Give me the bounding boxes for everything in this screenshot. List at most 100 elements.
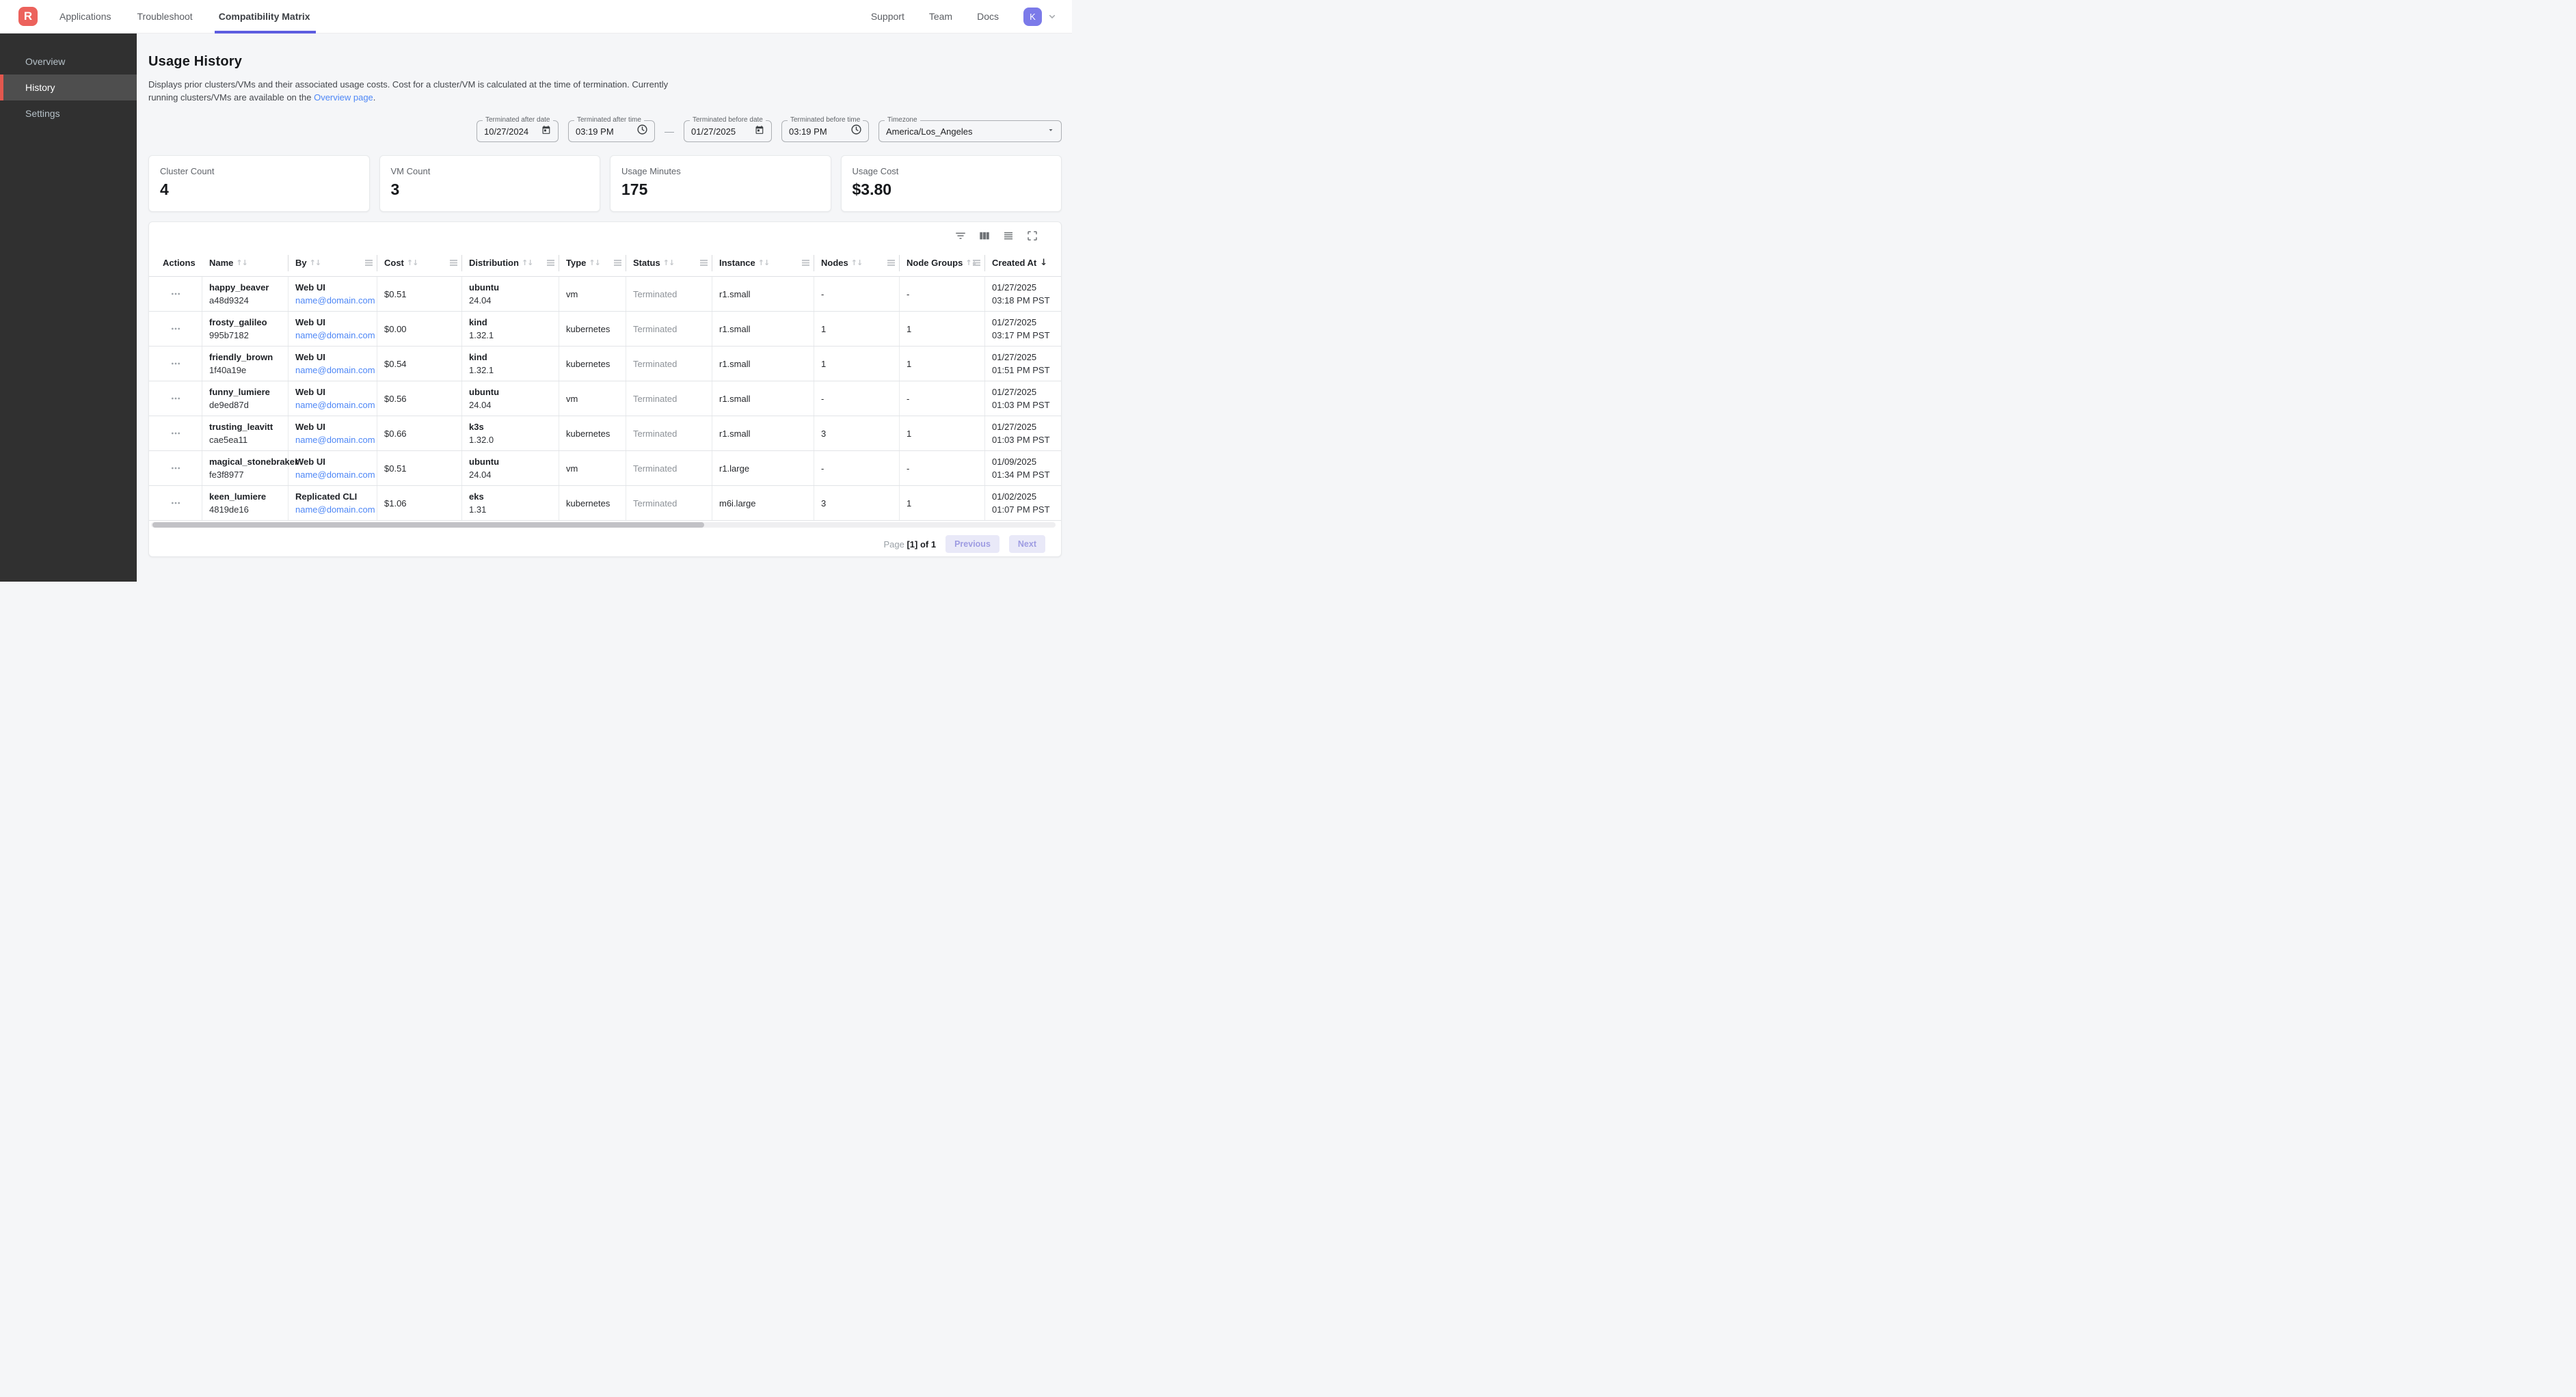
column-header-by[interactable]: By ↑↓ [289,249,377,276]
column-header-instance[interactable]: Instance ↑↓ [712,249,814,276]
density-icon[interactable] [1002,230,1015,242]
field-value: 03:19 PM [576,126,614,137]
sort-arrows-icon[interactable]: ↑↓ [521,258,533,267]
page-value: [1] of 1 [907,539,937,550]
column-header-nodes[interactable]: Nodes ↑↓ [814,249,900,276]
row-actions-menu-icon[interactable] [167,286,184,302]
table-row: frosty_galileo 995b7182 Web UI name@domain.… [149,312,1061,347]
created-date: 01/27/2025 [992,317,1037,327]
column-menu-icon[interactable] [547,260,554,266]
row-actions-menu-icon[interactable] [167,460,184,476]
cell-type: kubernetes [559,312,626,346]
cell-type: vm [559,277,626,311]
created-by-email-link[interactable]: name@domain.com [295,295,375,306]
cell-name: happy_beaver a48d9324 [202,277,289,311]
calendar-icon[interactable] [541,124,552,139]
filter-icon[interactable] [954,230,967,242]
row-actions-menu-icon[interactable] [167,425,184,442]
nav-item-team[interactable]: Team [928,11,953,22]
sort-arrows-icon[interactable]: ↑↓ [309,258,321,267]
terminated-after-date-field[interactable]: Terminated after date 10/27/2024 [477,116,559,142]
nav-item-applications[interactable]: Applications [59,10,111,22]
avatar[interactable]: K [1023,7,1042,26]
sidebar-item-history[interactable]: History [0,74,137,100]
column-header-distribution[interactable]: Distribution ↑↓ [462,249,559,276]
previous-page-button[interactable]: Previous [945,535,999,553]
sort-arrows-icon[interactable]: ↑↓ [406,258,418,267]
cell-by: Web UI name@domain.com [289,381,377,416]
stat-vm-count: VM Count 3 [379,155,600,212]
cell-type: kubernetes [559,416,626,450]
distribution-version: 1.32.0 [469,435,494,445]
nav-item-compatibility-matrix[interactable]: Compatibility Matrix [214,0,316,33]
column-menu-icon[interactable] [973,260,980,266]
cell-type: vm [559,451,626,485]
created-by-email-link[interactable]: name@domain.com [295,400,375,410]
replicated-logo-icon[interactable]: R [18,7,38,26]
stat-value: 4 [160,180,169,198]
timezone-select[interactable]: Timezone America/Los_Angeles [878,116,1062,142]
sort-arrows-icon[interactable]: ↑↓ [236,258,247,267]
cell-cost: $0.66 [377,416,462,450]
sort-arrows-icon[interactable]: ↑↓ [589,258,600,267]
column-header-created-at[interactable]: Created At ↓ [992,258,1048,268]
cell-distribution: ubuntu 24.04 [462,277,559,311]
column-header-name[interactable]: Name ↑↓ [202,249,289,276]
clock-icon[interactable] [850,124,862,139]
row-actions-menu-icon[interactable] [167,390,184,407]
terminated-before-date-field[interactable]: Terminated before date 01/27/2025 [684,116,772,142]
column-header-status[interactable]: Status ↑↓ [626,249,712,276]
created-by-email-link[interactable]: name@domain.com [295,435,375,445]
cell-node-groups: 1 [900,347,985,381]
created-by-email-link[interactable]: name@domain.com [295,470,375,480]
field-label: Terminated before date [690,116,766,124]
cell-status: Terminated [626,277,712,311]
created-by-email-link[interactable]: name@domain.com [295,365,375,375]
sort-desc-icon[interactable]: ↓ [1040,258,1048,268]
page-indicator: Page [1] of 1 [883,539,937,550]
overview-page-link[interactable]: Overview page [314,92,373,103]
created-by-email-link[interactable]: name@domain.com [295,330,375,340]
created-by-source: Web UI [295,457,325,467]
horizontal-scrollbar-track[interactable] [151,522,1056,528]
column-menu-icon[interactable] [802,260,809,266]
cluster-name: friendly_brown [209,352,273,362]
next-page-button[interactable]: Next [1008,535,1045,553]
columns-icon[interactable] [978,230,991,242]
column-menu-icon[interactable] [887,260,895,266]
column-menu-icon[interactable] [700,260,708,266]
created-by-email-link[interactable]: name@domain.com [295,504,375,515]
terminated-after-time-field[interactable]: Terminated after time 03:19 PM [568,116,655,142]
cell-actions [149,312,202,346]
column-menu-icon[interactable] [365,260,373,266]
cluster-id: de9ed87d [209,400,249,410]
clock-icon[interactable] [636,124,648,139]
row-actions-menu-icon[interactable] [167,495,184,511]
row-actions-menu-icon[interactable] [167,355,184,372]
sidebar-item-settings[interactable]: Settings [25,108,60,119]
nav-item-troubleshoot[interactable]: Troubleshoot [137,10,193,22]
row-actions-menu-icon[interactable] [167,321,184,337]
fullscreen-icon[interactable] [1026,230,1038,242]
sort-arrows-icon[interactable]: ↑↓ [850,258,863,267]
column-header-node-groups[interactable]: Node Groups ↑↓ [900,249,985,276]
created-date: 01/27/2025 [992,282,1037,293]
column-menu-icon[interactable] [450,260,457,266]
field-label: Terminated after time [574,116,644,124]
dropdown-arrow-icon[interactable] [1047,125,1055,137]
column-menu-icon[interactable] [614,260,621,266]
horizontal-scrollbar-thumb[interactable] [152,522,705,528]
sort-arrows-icon[interactable]: ↑↓ [757,258,770,267]
column-header-type[interactable]: Type ↑↓ [559,249,626,276]
sort-arrows-icon[interactable]: ↑↓ [662,258,675,267]
stat-label: Usage Minutes [621,166,681,176]
nav-item-docs[interactable]: Docs [977,11,999,22]
field-label: Timezone [885,116,920,124]
calendar-icon[interactable] [754,124,765,139]
cluster-id: fe3f8977 [209,470,244,480]
column-header-cost[interactable]: Cost ↑↓ [377,249,462,276]
chevron-down-icon[interactable] [1047,11,1058,22]
nav-item-support[interactable]: Support [870,11,904,22]
terminated-before-time-field[interactable]: Terminated before time 03:19 PM [781,116,869,142]
sidebar-item-overview[interactable]: Overview [25,56,66,67]
